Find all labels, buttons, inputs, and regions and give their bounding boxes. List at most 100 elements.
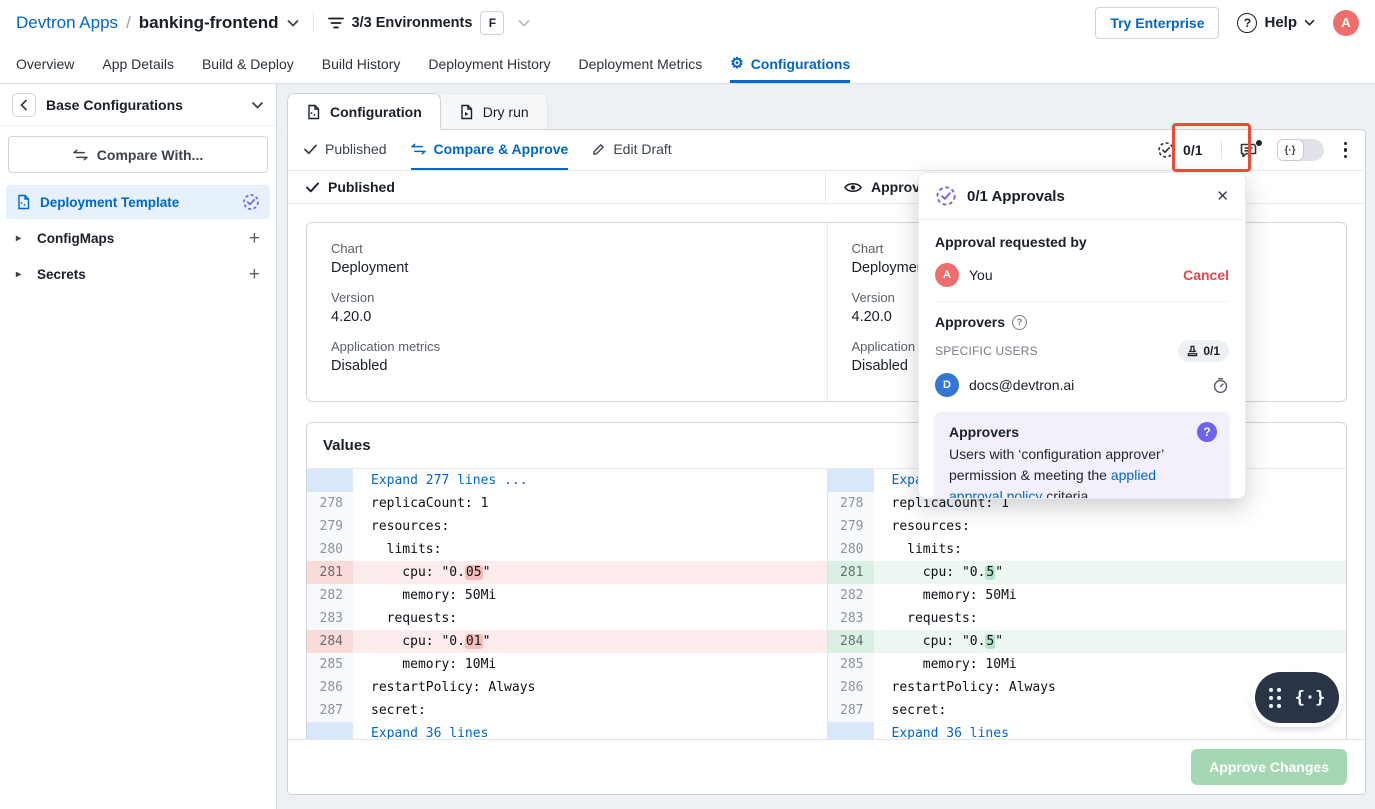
tooltip-title: Approvers [949,424,1020,440]
tooltip-text-after: criteria [1042,488,1089,499]
app-switcher-chevron-down-icon[interactable] [286,19,299,27]
code-line-text: replicaCount: 1 [891,496,1009,511]
line-number: 280 [827,538,874,561]
approver-email: docs@devtron.ai [969,377,1075,393]
approval-policy-link[interactable]: applied approval policy [949,467,1157,499]
add-secret-button[interactable]: + [248,263,260,285]
tab-deployment-metrics[interactable]: Deployment Metrics [578,55,703,72]
expand-bottom-link[interactable]: Expand 36 lines [891,726,1009,739]
line-number: 284 [827,630,874,653]
diff-line-283: 283 requests: [827,607,1347,630]
more-options-button[interactable] [1342,140,1350,161]
specific-users-count: 0/1 [1203,344,1220,358]
code-line-text: limits: [371,542,442,557]
chart-metadata-card: Chart Deployment Version 4.20.0 Applicat… [306,222,1347,402]
expand-top-link[interactable]: Expand 277 lines ... [371,473,528,488]
sidebar-item-deployment-template[interactable]: Deployment Template [6,185,270,219]
code-line-text: resources: [891,519,970,534]
code-line-text: cpu: "0.5" [891,634,1004,649]
sidebar-header: Base Configurations [0,84,276,126]
approve-changes-button[interactable]: Approve Changes [1191,749,1347,785]
line-number: 287 [827,699,874,722]
code-line-text: resources: [371,519,450,534]
breadcrumb-app-portfolio[interactable]: Devtron Apps [16,12,119,32]
subtab-published[interactable]: Published [304,130,387,170]
help-menu[interactable]: ? Help [1237,12,1315,33]
compare-with-button[interactable]: Compare With... [8,136,268,173]
breadcrumb-app-name: banking-frontend [138,12,279,32]
requester-row: A You Cancel [935,262,1229,288]
changed-word: 5 [985,565,996,580]
diff-line-285: 285 memory: 10Mi [827,653,1347,676]
chart-value: Deployment [851,260,929,276]
changed-word: 01 [464,634,483,649]
tab-build-history[interactable]: Build History [321,55,401,72]
approval-check-circle-icon [1158,142,1174,158]
user-avatar[interactable]: A [1333,9,1359,36]
cancel-request-button[interactable]: Cancel [1183,267,1229,283]
diff-line-281: 281 cpu: "0.05" [307,561,827,584]
values-diff-bottom: Expand 36 lines Expand 36 lines [307,722,1346,739]
tab-app-details[interactable]: App Details [102,55,174,72]
expand-lines-row-bottom[interactable]: Expand 36 lines [827,722,1347,739]
tab-configurations[interactable]: ⚙ Configurations [730,45,851,83]
subtab-compare-approve[interactable]: Compare & Approve [410,130,569,170]
comments-button[interactable] [1240,138,1263,159]
help-label: Help [1264,14,1297,31]
drag-handle-icon[interactable] [1268,687,1281,708]
tab-build-deploy[interactable]: Build & Deploy [201,55,294,72]
expand-bottom-link[interactable]: Expand 36 lines [371,726,489,739]
approvers-tooltip: Approvers ? Users with ‘configuration ap… [935,412,1229,499]
tab-deployment-history[interactable]: Deployment History [428,55,551,72]
tab-overview[interactable]: Overview [16,55,75,72]
version-value: 4.20.0 [851,309,892,325]
environment-selector[interactable]: 3/3 Environments F [327,10,531,35]
sidebar-title: Base Configurations [46,96,183,113]
sidebar-item-configmaps[interactable]: ▸ ConfigMaps + [6,221,270,255]
floating-code-widget[interactable]: {·} [1255,672,1339,723]
specific-users-label: SPECIFIC USERS [935,344,1038,358]
add-configmap-button[interactable]: + [248,227,260,249]
tab-dry-run[interactable]: Dry run [440,93,548,130]
line-number: 278 [307,492,353,515]
help-chevron-down-icon [1304,19,1315,26]
tab-dry-run-label: Dry run [482,104,529,120]
application-metrics-value: Disabled [331,358,388,374]
code-line-text: replicaCount: 1 [371,496,489,511]
values-diff: Expand 277 lines ... 278 replicaCount: 1 2… [307,469,1346,722]
expand-lines-row-bottom[interactable]: Expand 36 lines [307,722,827,739]
code-lines-published: 278 replicaCount: 1 279 resources: 280 limit… [307,492,827,722]
diff-pane-published: Expand 277 lines ... 278 replicaCount: 1 2… [307,469,827,722]
comment-unread-dot [1254,138,1263,147]
subtab-edit-draft[interactable]: Edit Draft [592,130,672,170]
top-header: Devtron Apps / banking-frontend 3/3 Envi… [0,0,1375,45]
line-number: 283 [827,607,874,630]
diff-line-280: 280 limits: [827,538,1347,561]
chart-value: Deployment [331,260,409,276]
environment-chevron-down-icon[interactable] [518,19,531,27]
subtab-published-label: Published [325,141,387,157]
close-icon[interactable]: ✕ [1216,188,1229,205]
sidebar-collapse-chevron-down-icon[interactable] [251,101,264,109]
code-lines-draft: 278 replicaCount: 1 279 resources: 280 limit… [827,492,1347,722]
diff-line-279: 279 resources: [307,515,827,538]
code-line-text: cpu: "0.01" [371,634,491,649]
diff-line-287: 287 secret: [307,699,827,722]
swap-arrows-icon [72,149,88,160]
line-number: 282 [307,584,353,607]
expand-lines-row[interactable]: Expand 277 lines ... [307,469,827,492]
try-enterprise-button[interactable]: Try Enterprise [1095,6,1220,39]
back-button[interactable] [12,92,36,117]
sidebar-config-list: Deployment Template ▸ ConfigMaps + ▸ Sec… [0,185,276,291]
panel-content: Chart Deployment Version 4.20.0 Applicat… [288,204,1365,739]
code-line-text: requests: [371,611,458,626]
code-view-toggle[interactable]: {·} [1276,139,1324,161]
diff-line-282: 282 memory: 50Mi [307,584,827,607]
approvals-count-button[interactable]: 0/1 [1157,141,1203,159]
tab-configuration-label: Configuration [330,103,422,120]
tab-configuration[interactable]: Configuration [287,93,441,130]
sidebar-item-secrets[interactable]: ▸ Secrets + [6,257,270,291]
app-nav-tabs: Overview App Details Build & Deploy Buil… [0,45,1375,84]
configurations-sidebar: Base Configurations Compare With... Depl… [0,84,277,809]
info-icon[interactable]: ? [1012,314,1028,330]
